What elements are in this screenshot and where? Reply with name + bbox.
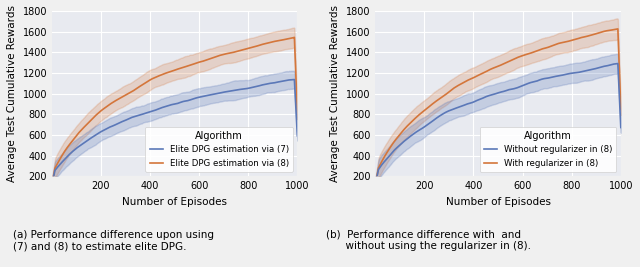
Y-axis label: Average Test Cumulative Rewards: Average Test Cumulative Rewards	[330, 5, 340, 182]
Y-axis label: Average Test Cumulative Rewards: Average Test Cumulative Rewards	[7, 5, 17, 182]
Legend: Elite DPG estimation via (7), Elite DPG estimation via (8): Elite DPG estimation via (7), Elite DPG …	[145, 127, 293, 172]
Text: (b)  Performance difference with  and
      without using the regularizer in (8): (b) Performance difference with and with…	[326, 230, 531, 251]
X-axis label: Number of Episodes: Number of Episodes	[122, 197, 227, 207]
X-axis label: Number of Episodes: Number of Episodes	[445, 197, 550, 207]
Legend: Without regularizer in (8), With regularizer in (8): Without regularizer in (8), With regular…	[480, 127, 616, 172]
Text: (a) Performance difference upon using
(7) and (8) to estimate elite DPG.: (a) Performance difference upon using (7…	[13, 230, 214, 251]
